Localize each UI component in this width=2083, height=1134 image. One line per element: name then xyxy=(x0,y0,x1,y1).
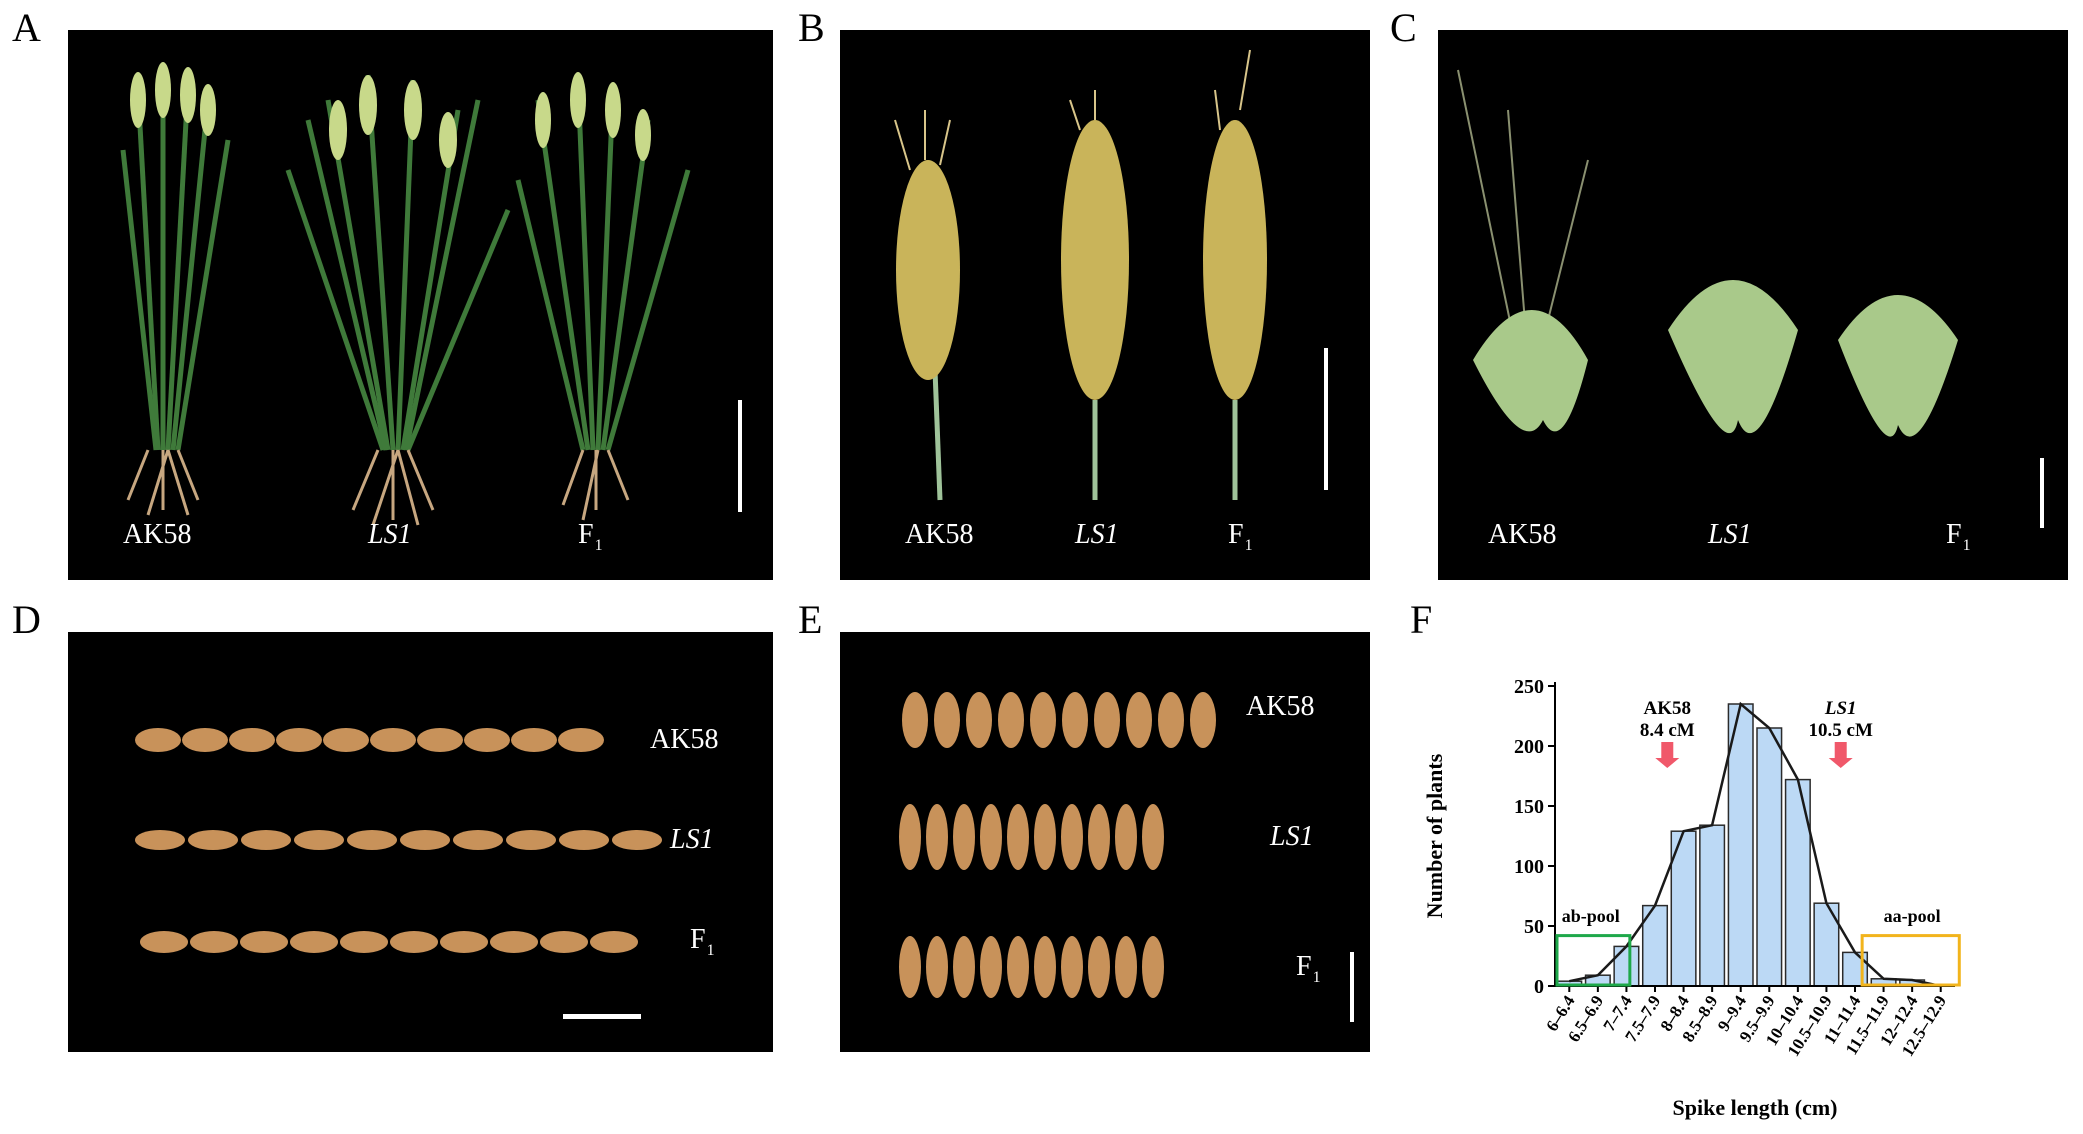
spikelets-illustration xyxy=(1457,69,1958,437)
ab-pool-box xyxy=(1555,934,1632,987)
histogram-bar xyxy=(1613,945,1640,987)
histogram-bar xyxy=(1784,778,1811,987)
panel-label-b: B xyxy=(798,5,825,50)
panel-c-photo: AK58 LS1 F1 xyxy=(1438,30,2068,580)
caption-f1: F1 xyxy=(1228,519,1253,555)
panel-label-e: E xyxy=(798,597,823,642)
caption-ls1: LS1 xyxy=(1075,519,1119,550)
caption-ak58: AK58 xyxy=(650,724,719,755)
wheat-spikes-illustration xyxy=(894,49,1267,501)
wheat-plants-illustration xyxy=(120,62,691,526)
plant-f1 xyxy=(515,79,691,451)
caption-ak58: AK58 xyxy=(905,519,974,550)
panel-label-d: D xyxy=(12,597,41,642)
y-tick-label: 250 xyxy=(1514,676,1544,698)
y-tick-label: 200 xyxy=(1514,736,1544,758)
caption-f1: F1 xyxy=(1296,951,1321,987)
plant-ak58 xyxy=(120,80,231,451)
caption-ls1: LS1 xyxy=(1270,821,1314,852)
panel-label-a: A xyxy=(12,5,41,50)
caption-ls1: LS1 xyxy=(1708,519,1752,550)
scale-bar xyxy=(738,400,742,512)
panel-b-photo: AK58 LS1 F1 xyxy=(840,30,1370,580)
y-tick-label: 150 xyxy=(1514,796,1544,818)
caption-ak58: AK58 xyxy=(1488,519,1557,550)
caption-f1: F1 xyxy=(1946,519,1971,555)
aa-pool-label: aa-pool xyxy=(1884,906,1941,926)
histogram-bar xyxy=(1727,703,1754,987)
x-axis-label: Spike length (cm) xyxy=(1673,1095,1838,1120)
panel-label-f: F xyxy=(1410,597,1433,642)
scale-bar xyxy=(563,1014,641,1019)
ak58-arrow xyxy=(1655,742,1680,768)
panel-e-photo: AK58 LS1 F1 xyxy=(840,632,1370,1052)
caption-ak58: AK58 xyxy=(1246,691,1315,722)
caption-ls1: LS1 xyxy=(368,519,412,550)
panel-a-photo: AK58 LS1 F1 xyxy=(68,30,773,580)
y-tick-label: 100 xyxy=(1514,856,1544,878)
scale-bar xyxy=(1324,348,1328,490)
annotation-ak58: AK58 xyxy=(1644,698,1692,719)
caption-f1: F1 xyxy=(690,924,715,960)
grains-widthwise-illustration xyxy=(899,692,1216,998)
scale-bar xyxy=(1350,952,1354,1022)
y-tick-label: 50 xyxy=(1524,916,1544,938)
plant-ls1 xyxy=(285,74,511,451)
panel-label-c: C xyxy=(1390,5,1417,50)
panel-d-photo: AK58 LS1 F1 xyxy=(68,632,773,1052)
histogram-bar xyxy=(1699,824,1726,987)
annotation-ak58-cm: 8.4 cM xyxy=(1640,720,1695,741)
aa-pool-box xyxy=(1860,934,1961,987)
annotation-ls1-cm: 10.5 cM xyxy=(1809,720,1873,741)
y-tick-label: 0 xyxy=(1534,976,1544,998)
ab-pool-label: ab-pool xyxy=(1562,906,1620,926)
histogram-bar xyxy=(1756,727,1783,987)
distribution-curve xyxy=(1569,701,1941,988)
caption-ak58: AK58 xyxy=(123,519,192,550)
spike-length-histogram: 0501001502002506–6.46.5–6.97–7.47.5–7.98… xyxy=(1422,676,1961,1120)
y-axis-label: Number of plants xyxy=(1422,753,1447,918)
scale-bar xyxy=(2040,458,2044,528)
ls1-arrow xyxy=(1828,742,1853,768)
grains-lengthwise-illustration xyxy=(135,728,662,953)
caption-f1: F1 xyxy=(578,519,603,555)
annotation-ls1: LS1 xyxy=(1824,698,1857,719)
caption-ls1: LS1 xyxy=(670,824,714,855)
